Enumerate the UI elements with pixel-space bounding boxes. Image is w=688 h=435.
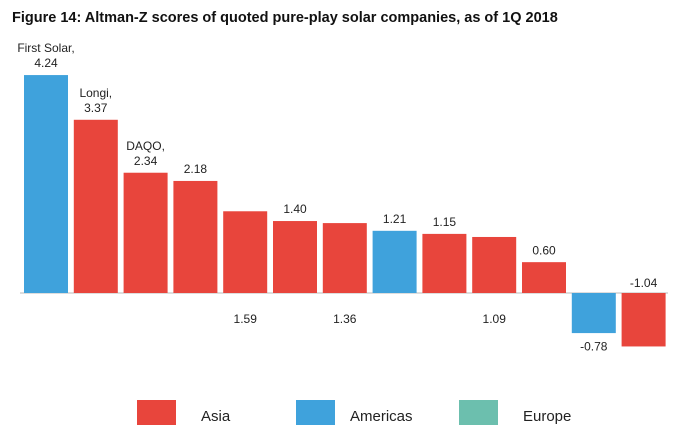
value-label: 1.40 — [283, 202, 307, 216]
value-label: -1.04 — [630, 276, 658, 290]
category-label: First Solar, — [17, 41, 74, 55]
legend-swatch — [296, 400, 335, 425]
value-label: 1.21 — [383, 212, 407, 226]
bar — [173, 180, 218, 293]
bar — [223, 211, 268, 293]
bar — [422, 233, 467, 293]
category-label: Longi, — [79, 86, 112, 100]
value-label: 1.36 — [333, 312, 357, 326]
bar — [73, 119, 118, 293]
legend-label: Europe — [523, 408, 571, 425]
bar — [322, 223, 367, 293]
value-label: -0.78 — [580, 339, 608, 353]
bar — [372, 230, 417, 293]
value-label: 3.37 — [84, 101, 108, 115]
bar — [571, 293, 616, 334]
value-label: 2.34 — [134, 154, 158, 168]
legend-label: Asia — [201, 408, 231, 425]
value-label: 2.18 — [184, 162, 208, 176]
value-label: 1.15 — [433, 215, 457, 229]
bar — [273, 221, 317, 293]
legend-swatch — [137, 400, 176, 425]
category-label: DAQO, — [126, 139, 165, 153]
legend-swatch — [459, 400, 498, 425]
value-label: 1.59 — [234, 312, 258, 326]
value-label: 1.09 — [483, 312, 507, 326]
chart-title: Figure 14: Altman-Z scores of quoted pur… — [12, 10, 558, 26]
bar — [522, 262, 566, 293]
value-label: 0.60 — [532, 243, 556, 257]
bar — [123, 172, 168, 293]
legend-label: Americas — [350, 408, 413, 425]
bar — [472, 236, 517, 293]
bar — [24, 75, 68, 294]
bar — [621, 293, 666, 347]
value-label: 4.24 — [34, 56, 58, 70]
